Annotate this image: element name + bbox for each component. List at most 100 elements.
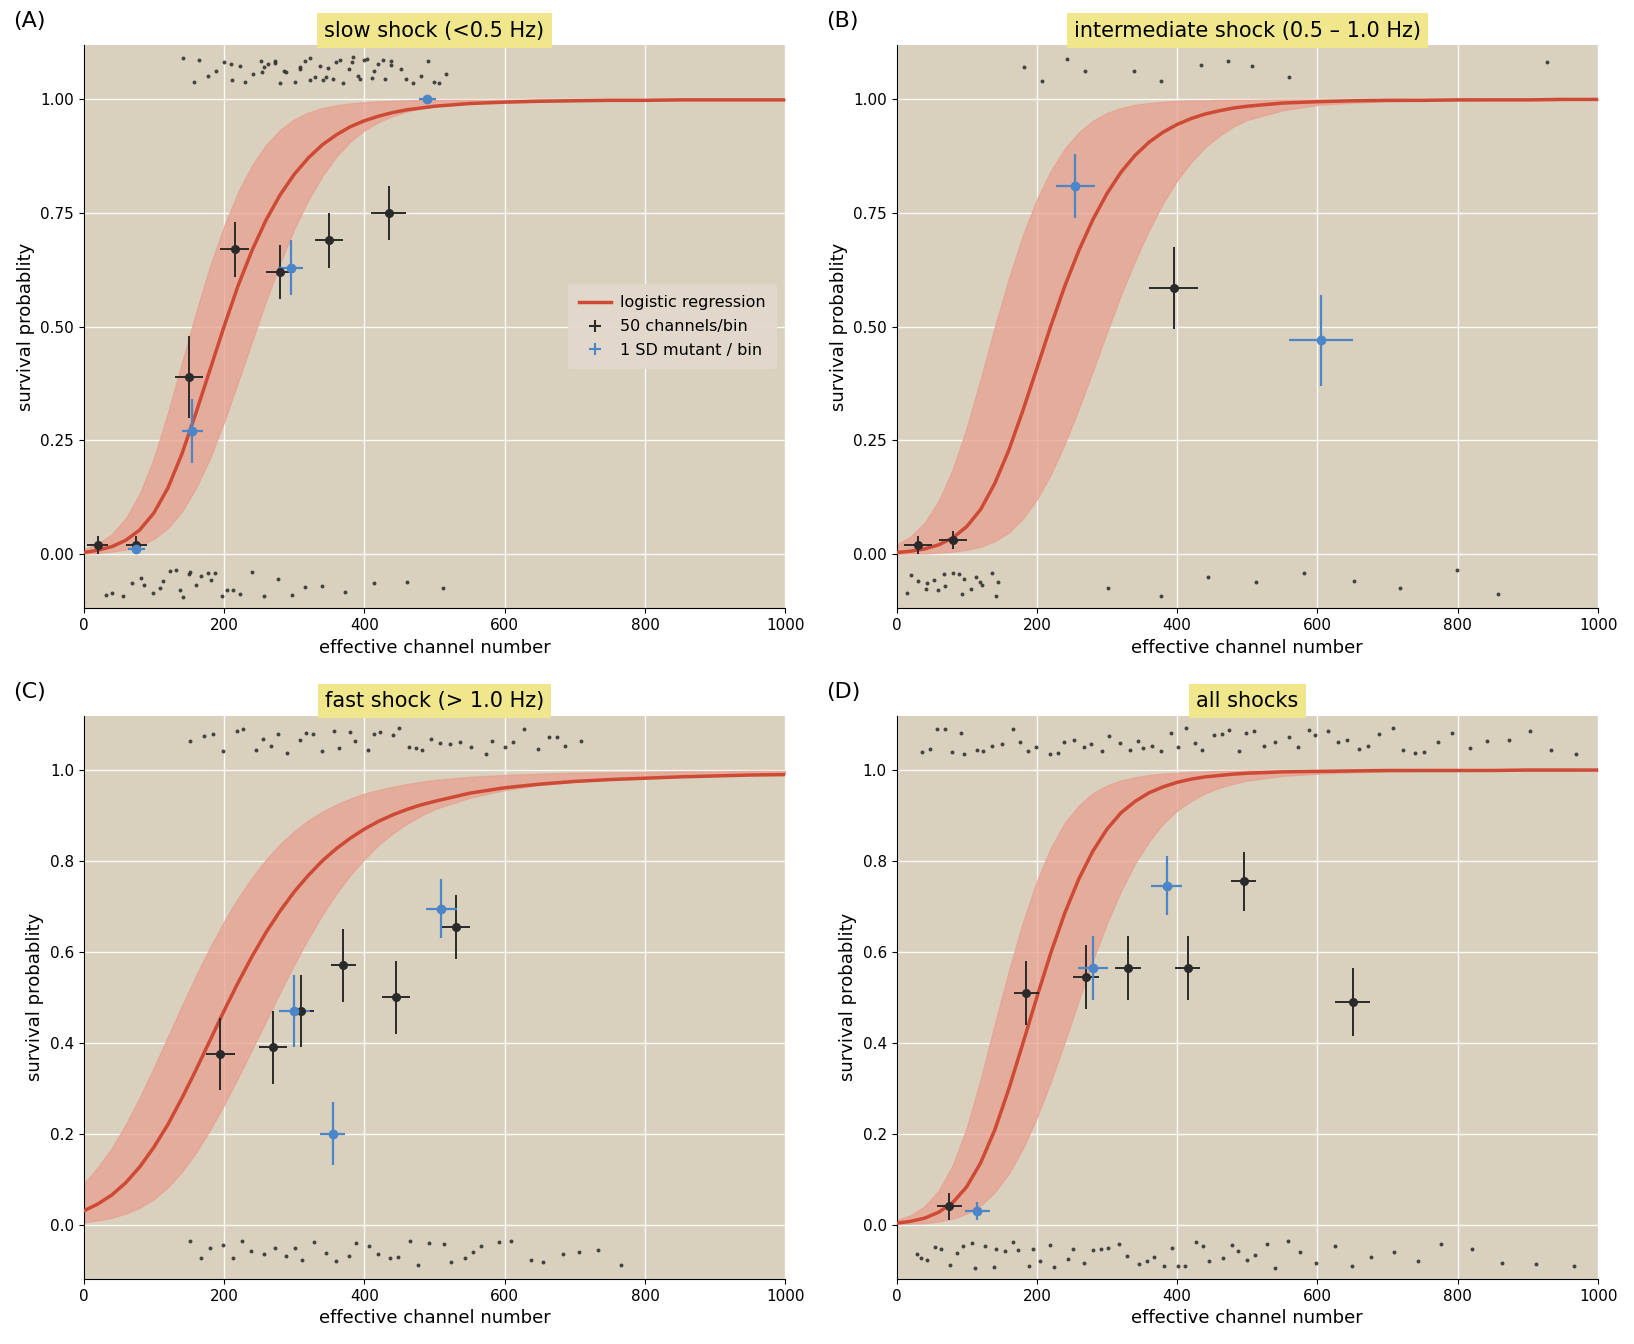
Point	[940, 562, 966, 583]
Point	[1070, 737, 1096, 758]
Point	[909, 1247, 935, 1269]
Point	[240, 63, 266, 85]
Point	[1007, 731, 1033, 753]
Point	[1173, 718, 1199, 739]
Point	[1000, 719, 1026, 741]
Point	[176, 1231, 203, 1253]
Point	[309, 741, 335, 762]
Point	[178, 560, 204, 582]
Point	[1072, 60, 1098, 82]
Point	[325, 737, 351, 758]
Point	[1438, 722, 1464, 743]
Point	[307, 55, 333, 77]
Point	[1106, 1232, 1132, 1254]
Point	[355, 48, 381, 70]
Point	[346, 69, 373, 90]
Point	[163, 559, 190, 581]
Point	[301, 1231, 327, 1253]
Point	[951, 1235, 977, 1257]
Point	[332, 582, 358, 603]
Text: (D): (D)	[827, 681, 861, 702]
Point	[1261, 731, 1288, 753]
Point	[1159, 1238, 1185, 1259]
Point	[150, 570, 176, 591]
Point	[925, 579, 951, 601]
Point	[1015, 741, 1041, 762]
Point	[936, 1255, 962, 1277]
Point	[194, 66, 221, 87]
Point	[1139, 735, 1165, 757]
Point	[1088, 741, 1114, 762]
Point	[1302, 724, 1328, 746]
Point	[261, 1238, 288, 1259]
Point	[1379, 718, 1405, 739]
Point	[209, 1234, 235, 1255]
Point	[211, 741, 237, 762]
Point	[1226, 739, 1252, 761]
Point	[959, 1232, 985, 1254]
Point	[211, 51, 237, 73]
Point	[1028, 1250, 1054, 1271]
Y-axis label: survival probablity: survival probablity	[16, 242, 34, 411]
Point	[958, 578, 984, 599]
Point	[451, 1247, 477, 1269]
Point	[585, 1239, 611, 1261]
Point	[1106, 732, 1132, 754]
Point	[1209, 723, 1235, 745]
Point	[1046, 743, 1072, 765]
Point	[415, 51, 441, 73]
Point	[431, 1234, 458, 1255]
Point	[472, 743, 498, 765]
Legend: logistic regression, 50 channels/bin, 1 SD mutant / bin: logistic regression, 50 channels/bin, 1 …	[567, 284, 778, 370]
Point	[1387, 577, 1413, 598]
Point	[1342, 570, 1368, 591]
Point	[1080, 1239, 1106, 1261]
Point	[915, 573, 941, 594]
X-axis label: effective channel number: effective channel number	[1131, 1309, 1363, 1328]
Point	[951, 743, 977, 765]
Point	[417, 1232, 443, 1254]
Point	[1000, 1231, 1026, 1253]
Point	[127, 567, 154, 589]
Point	[529, 1251, 556, 1273]
Point	[302, 66, 328, 87]
Point	[1041, 1257, 1067, 1278]
Point	[897, 563, 923, 585]
Point	[230, 719, 257, 741]
Y-axis label: survival probablity: survival probablity	[838, 913, 856, 1082]
Point	[369, 50, 395, 71]
Point	[279, 585, 306, 606]
Point	[252, 1243, 278, 1265]
Point	[229, 1230, 255, 1251]
Point	[394, 571, 420, 593]
Point	[252, 586, 278, 607]
Point	[170, 586, 196, 607]
Point	[248, 51, 275, 73]
Point	[395, 737, 422, 758]
Point	[288, 730, 314, 751]
Point	[239, 1241, 265, 1262]
Point	[93, 585, 119, 606]
Point	[1095, 1236, 1121, 1258]
Point	[250, 56, 276, 78]
Point	[292, 50, 319, 71]
Point	[273, 1246, 299, 1267]
Point	[167, 579, 193, 601]
Point	[377, 1247, 404, 1269]
Point	[219, 69, 245, 90]
Point	[425, 73, 451, 94]
Point	[467, 1235, 493, 1257]
Point	[337, 722, 363, 743]
Y-axis label: survival probablity: survival probablity	[26, 913, 44, 1082]
Point	[176, 563, 203, 585]
Point	[931, 575, 958, 597]
Point	[310, 69, 337, 90]
Point	[1060, 1239, 1087, 1261]
Point	[392, 69, 418, 90]
Point	[1402, 742, 1428, 763]
Point	[1538, 739, 1564, 761]
Point	[1060, 730, 1087, 751]
Point	[1051, 731, 1077, 753]
Point	[1036, 743, 1062, 765]
Point	[292, 577, 319, 598]
